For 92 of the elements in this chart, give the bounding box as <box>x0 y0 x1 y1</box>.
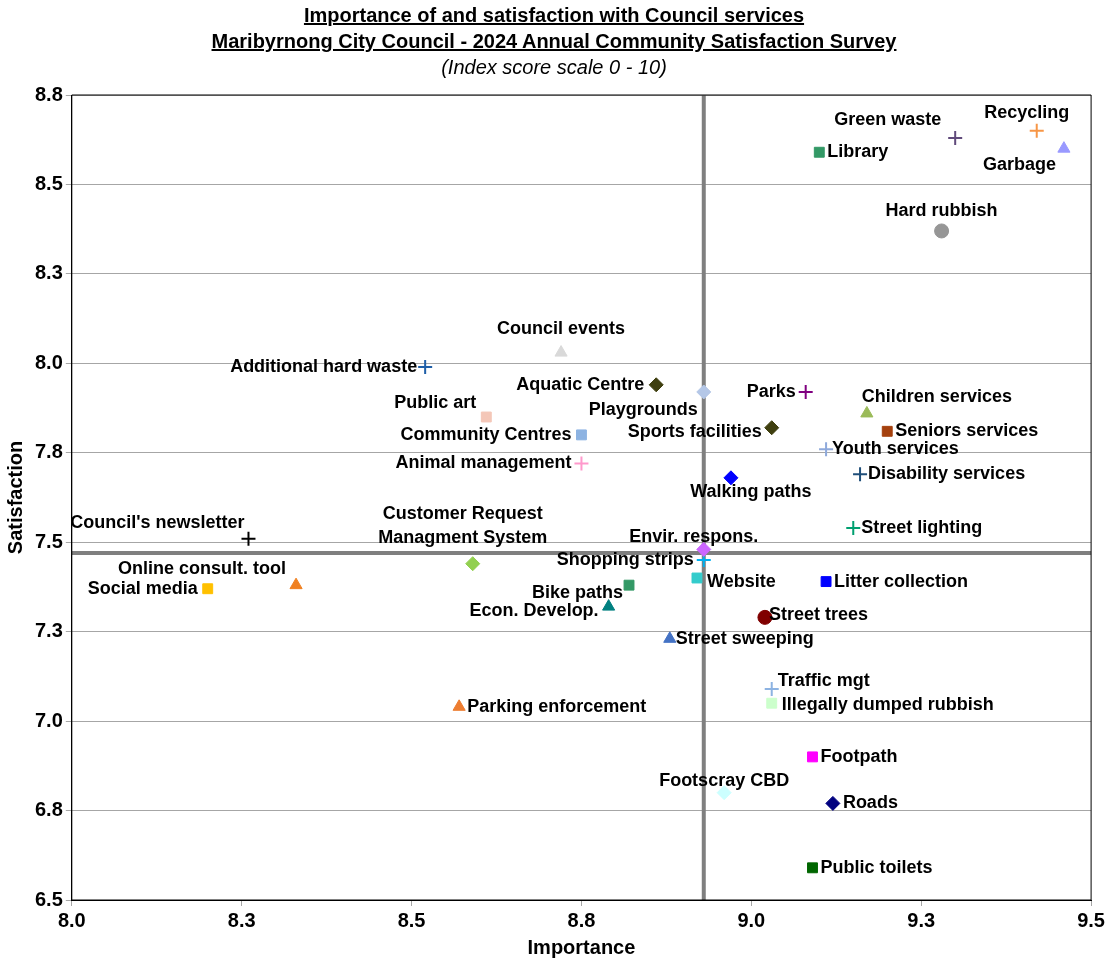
series-label: Roads <box>842 792 898 813</box>
x-tick-label: 9.3 <box>907 908 936 931</box>
y-tick-label: 7.0 <box>34 708 63 731</box>
point <box>573 455 590 472</box>
point <box>825 795 841 811</box>
series-label: Bike paths <box>531 582 624 603</box>
x-tick-label: 8.8 <box>567 908 596 931</box>
y-tick-label: 8.8 <box>34 82 63 105</box>
series-label: Public art <box>394 391 477 412</box>
series-label: Parking enforcement <box>467 695 647 716</box>
series-label: Green waste <box>834 108 942 129</box>
series-label: Disability services <box>868 463 1026 484</box>
point <box>417 358 434 375</box>
x-tick-label: 8.0 <box>57 908 86 931</box>
series-label: Recycling <box>984 101 1070 122</box>
series-label: Council's newsletter <box>70 511 245 532</box>
point <box>663 631 677 643</box>
point <box>852 466 869 483</box>
y-tick-label: 7.5 <box>34 529 63 552</box>
series-label: Aquatic Centre <box>516 373 645 394</box>
y-tick-label: 8.5 <box>34 171 63 194</box>
chart-title: Importance of and satisfaction with Council services <box>302 3 806 28</box>
point <box>452 699 466 711</box>
point <box>648 377 664 393</box>
point <box>807 862 818 874</box>
series-label: Council events <box>497 317 626 338</box>
series-label: Street sweeping <box>675 627 814 648</box>
series-label: Walking paths <box>690 480 812 501</box>
y-tick-label: 7.3 <box>34 619 63 642</box>
point <box>766 697 778 709</box>
x-tick-label: 9.5 <box>1077 908 1105 931</box>
series-label: Envir. respons. <box>629 526 759 547</box>
point <box>820 576 832 588</box>
y-tick-label: 8.3 <box>34 261 63 284</box>
point <box>240 530 257 547</box>
y-tick-label: 6.8 <box>34 798 63 821</box>
series-label: Litter collection <box>834 570 969 591</box>
point <box>947 129 964 146</box>
point <box>576 429 587 441</box>
series-label: Social media <box>87 577 199 598</box>
series-label: Animal management <box>395 452 572 473</box>
y-tick-label: 7.8 <box>34 440 63 463</box>
point <box>807 751 818 763</box>
series-label: Shopping strips <box>556 549 694 570</box>
series-label: Parks <box>746 380 796 401</box>
point <box>934 223 950 239</box>
series-label: Youth services <box>832 438 959 459</box>
series-label: Illegally dumped rubbish <box>781 694 994 715</box>
point <box>554 345 568 357</box>
series-label: Street trees <box>768 604 868 625</box>
chart-subtitle: Maribyrnong City Council - 2024 Annual Community Satisfaction Survey <box>210 29 898 54</box>
point <box>691 572 703 584</box>
series-label: Customer Request Managment System <box>378 502 548 547</box>
y-tick-label: 8.0 <box>34 350 63 373</box>
point <box>764 420 780 436</box>
point <box>763 680 780 697</box>
series-label: Garbage <box>982 153 1056 174</box>
point <box>845 519 862 536</box>
point <box>696 384 712 400</box>
point <box>1057 141 1071 153</box>
x-tick-label: 8.3 <box>227 908 256 931</box>
point <box>860 405 874 418</box>
series-label: Sports facilities <box>627 420 762 441</box>
y-tick-label: 6.5 <box>34 887 63 910</box>
series-label: Community Centres <box>400 423 572 444</box>
series-label: Online consult. tool <box>118 558 287 579</box>
point <box>797 383 814 400</box>
series-label: Library <box>827 141 889 162</box>
point <box>813 146 825 158</box>
series-label: Seniors services <box>895 420 1039 441</box>
point <box>623 579 635 591</box>
x-tick-label: 9.0 <box>737 908 766 931</box>
point <box>289 577 303 590</box>
series-label: Traffic mgt <box>777 669 870 690</box>
y-axis-title: Satisfaction <box>3 440 26 555</box>
series-label: Children services <box>861 386 1012 407</box>
text: (Index score scale 0 - 10) <box>440 55 668 80</box>
x-axis-title: Importance <box>527 935 636 958</box>
point <box>202 583 214 595</box>
series-label: Footscray CBD <box>659 769 790 790</box>
series-label: Public toilets <box>820 856 933 877</box>
point <box>480 411 492 423</box>
series-label: Playgrounds <box>588 398 698 419</box>
point <box>1028 122 1045 139</box>
x-tick-label: 8.5 <box>397 908 426 931</box>
series-label: Street lighting <box>861 516 983 537</box>
series-label: Hard rubbish <box>885 199 998 220</box>
point <box>465 556 481 572</box>
series-label: Additional hard waste <box>230 355 418 376</box>
point <box>881 425 893 437</box>
series-label: Footpath <box>820 745 898 766</box>
series-label: Website <box>706 570 776 591</box>
